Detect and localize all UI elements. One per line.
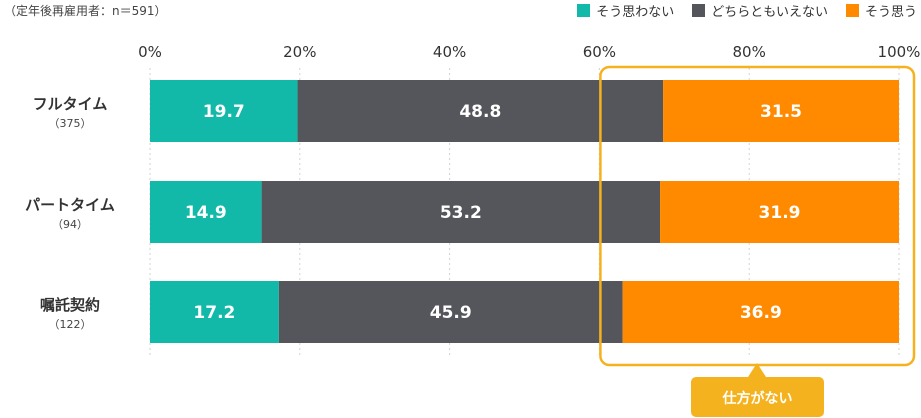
x-tick-label: 80% <box>733 43 766 61</box>
category-n-label: （122） <box>49 318 92 331</box>
bar-value-label: 19.7 <box>203 102 245 122</box>
bar-segment <box>150 181 262 243</box>
bar-segment <box>660 181 899 243</box>
bar-value-label: 45.9 <box>430 303 472 323</box>
x-tick-label: 100% <box>878 43 921 61</box>
bar-value-label: 53.2 <box>440 203 482 223</box>
legend-label-disagree: そう思わない <box>596 5 675 20</box>
x-tick-label: 20% <box>283 43 316 61</box>
legend-swatch-agree <box>845 4 859 17</box>
sample-note: （定年後再雇用者：n＝591） <box>4 4 167 18</box>
bar-value-label: 31.5 <box>760 102 802 122</box>
bar-segment <box>663 80 899 142</box>
bar-value-label: 48.8 <box>459 102 501 122</box>
category-label: パートタイム <box>25 196 115 214</box>
bar-value-label: 36.9 <box>740 303 782 323</box>
legend-swatch-disagree <box>577 4 591 17</box>
legend-label-neutral: どちらともいえない <box>711 5 828 20</box>
callout-box <box>691 377 824 417</box>
bar-segment <box>297 80 664 142</box>
callout-pointer <box>748 363 766 377</box>
legend-item-disagree: そう思わない <box>577 1 674 20</box>
category-label: フルタイム <box>33 95 108 113</box>
legend: そう思わない どちらともいえない そう思う <box>577 1 917 20</box>
bar-segment <box>261 181 661 243</box>
legend-item-agree: そう思う <box>845 1 917 20</box>
legend-swatch-neutral <box>692 4 706 17</box>
legend-label-agree: そう思う <box>864 5 917 20</box>
callout-label: 仕方がない <box>722 390 793 407</box>
legend-item-neutral: どちらともいえない <box>692 1 828 20</box>
bar-value-label: 17.2 <box>193 303 235 323</box>
bar-segment <box>150 80 298 142</box>
bar-segment <box>278 281 623 343</box>
x-tick-label: 40% <box>433 43 466 61</box>
bar-segment <box>622 281 899 343</box>
x-tick-label: 0% <box>138 43 162 61</box>
x-tick-label: 60% <box>583 43 616 61</box>
bar-value-label: 14.9 <box>185 203 227 223</box>
category-n-label: （94） <box>52 218 88 231</box>
bar-value-label: 31.9 <box>759 203 801 223</box>
category-n-label: （375） <box>49 117 92 130</box>
bar-segment <box>150 281 279 343</box>
category-label: 嘱託契約 <box>40 296 100 314</box>
